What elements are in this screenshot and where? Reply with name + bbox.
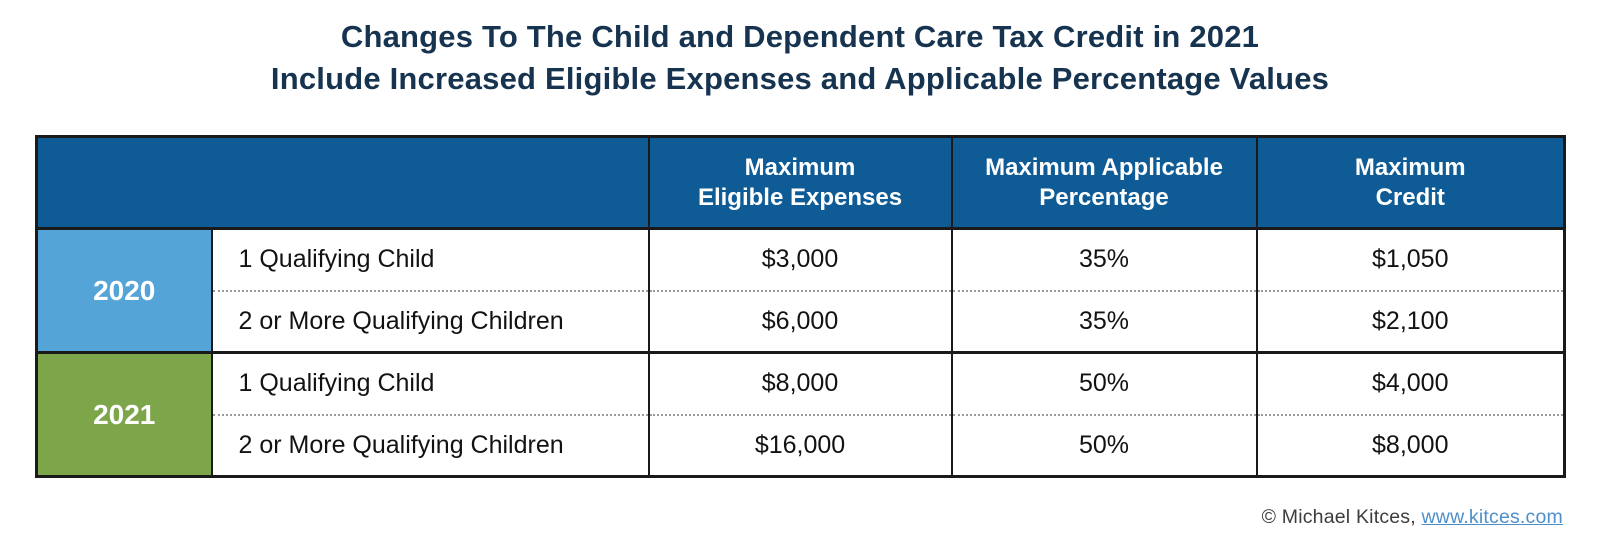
column-header-percentage: Maximum Applicable Percentage [950,136,1258,230]
header-row: Maximum Eligible Expenses Maximum Applic… [35,136,1566,230]
row-label: 2 or More Qualifying Children [210,413,650,477]
percentage-value: 35% [950,228,1258,291]
column-header-percentage-label: Maximum Applicable Percentage [985,153,1223,211]
credit-value: $2,100 [1255,289,1566,353]
year-cell-2021: 2021 [35,351,213,477]
row-label: 2 or More Qualifying Children [210,289,650,353]
column-header-expenses: Maximum Eligible Expenses [647,136,953,230]
table-container: Maximum Eligible Expenses Maximum Applic… [35,135,1566,478]
credit-value: $1,050 [1255,228,1566,291]
attribution: © Michael Kitces, www.kitces.com [1262,506,1563,529]
kitces-link[interactable]: www.kitces.com [1421,506,1563,528]
attribution-text: © Michael Kitces, [1261,506,1422,528]
percentage-value: 35% [950,289,1258,353]
percentage-value: 50% [950,413,1258,477]
credit-value: $4,000 [1255,351,1566,415]
column-header-expenses-label: Maximum Eligible Expenses [697,153,903,211]
table-row-2021-2: 2 or More Qualifying Children $16,000 50… [37,413,1566,477]
tax-credit-table: Maximum Eligible Expenses Maximum Applic… [35,135,1566,478]
expenses-value: $3,000 [647,228,953,291]
row-label: 1 Qualifying Child [210,228,650,291]
table-row-2021-1: 2021 1 Qualifying Child $8,000 50% $4,00… [35,351,1566,477]
row-label: 1 Qualifying Child [210,351,650,415]
percentage-value: 50% [950,351,1258,415]
table-row-2020-1: 2020 1 Qualifying Child $3,000 35% $1,05… [35,228,1566,353]
year-cell-2020: 2020 [35,228,213,353]
expenses-value: $16,000 [647,413,953,477]
column-header-credit-label: Maximum Credit [1354,153,1466,211]
expenses-value: $6,000 [647,289,953,353]
column-header-credit: Maximum Credit [1255,136,1566,230]
table-row-2020-2: 2 or More Qualifying Children $6,000 35%… [37,289,1566,353]
credit-value: $8,000 [1255,413,1566,477]
page-title-line2: Include Increased Eligible Expenses and … [270,61,1330,96]
expenses-value: $8,000 [647,351,953,415]
page-title: Changes To The Child and Dependent Care … [0,16,1600,100]
page-title-line1: Changes To The Child and Dependent Care … [340,19,1260,54]
corner-cell [35,136,650,230]
